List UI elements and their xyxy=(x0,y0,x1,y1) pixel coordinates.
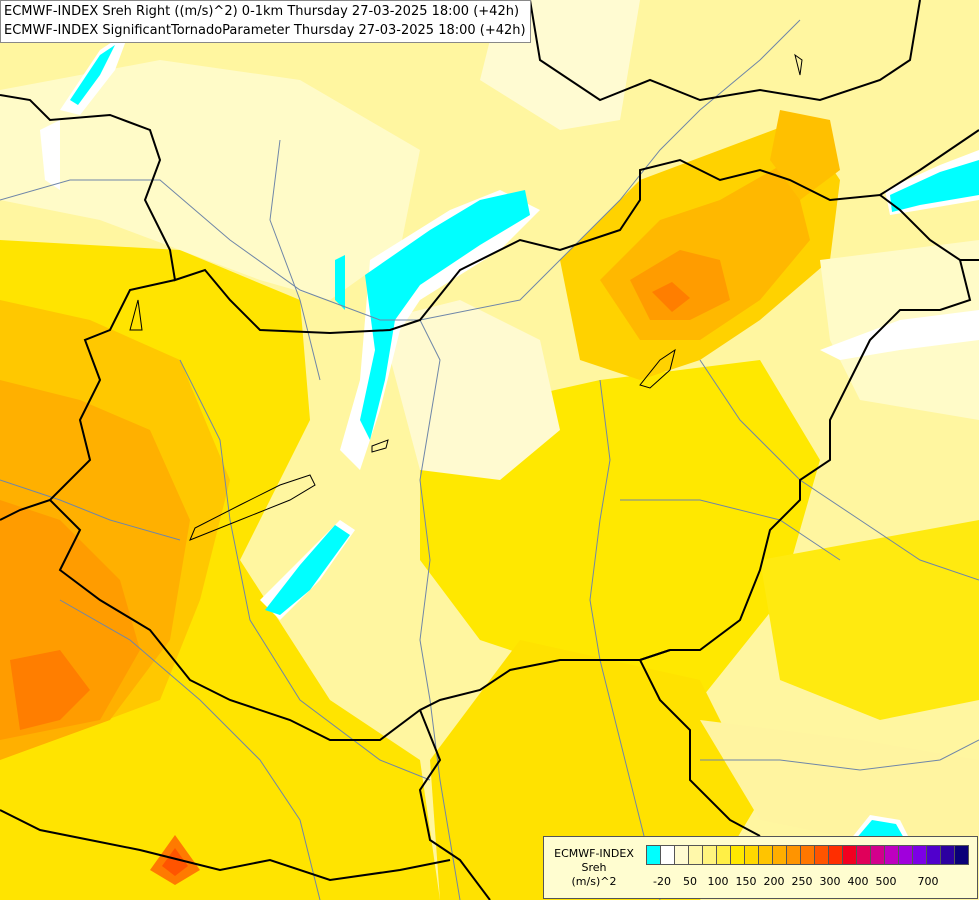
legend-tick-label: -20 xyxy=(653,875,671,888)
legend-model: ECMWF-INDEX xyxy=(554,847,634,860)
lakes xyxy=(129,53,803,541)
legend-swatch xyxy=(814,845,829,865)
legend-swatch xyxy=(674,845,689,865)
legend-tick-label: 300 xyxy=(819,875,841,888)
legend-swatch xyxy=(744,845,759,865)
color-legend: ECMWF-INDEX Sreh (m/s)^2 -20 50 100 150 200 2… xyxy=(543,836,978,899)
rivers xyxy=(0,19,979,900)
legend-swatch xyxy=(884,845,899,865)
title-line-sreh: ECMWF-INDEX Sreh Right ((m/s)^2) 0-1km T… xyxy=(4,4,520,19)
legend-swatch xyxy=(842,845,857,865)
legend-tick-label: 250 xyxy=(791,875,813,888)
legend-swatch xyxy=(716,845,731,865)
legend-swatch xyxy=(758,845,773,865)
legend-swatch xyxy=(912,845,927,865)
legend-tick-label: 200 xyxy=(763,875,785,888)
legend-variable: Sreh xyxy=(581,861,607,874)
legend-swatch xyxy=(688,845,703,865)
legend-swatch xyxy=(898,845,913,865)
legend-swatch xyxy=(828,845,843,865)
title-line-stp: ECMWF-INDEX SignificantTornadoParameter … xyxy=(4,23,526,38)
legend-tick-label: 150 xyxy=(735,875,757,888)
legend-swatch xyxy=(926,845,941,865)
legend-swatch xyxy=(870,845,885,865)
legend-unit: (m/s)^2 xyxy=(571,875,617,888)
legend-tick-label: 700 xyxy=(917,875,939,888)
legend-tick-label: 400 xyxy=(847,875,869,888)
legend-swatch xyxy=(856,845,871,865)
map-title-box: ECMWF-INDEX Sreh Right ((m/s)^2) 0-1km T… xyxy=(0,0,531,43)
legend-label: ECMWF-INDEX Sreh (m/s)^2 xyxy=(548,847,640,889)
legend-swatch xyxy=(940,845,955,865)
legend-swatch xyxy=(646,845,661,865)
legend-tick-label: 50 xyxy=(683,875,697,888)
legend-tick-label: 100 xyxy=(707,875,729,888)
legend-swatch xyxy=(786,845,801,865)
legend-swatch xyxy=(730,845,745,865)
legend-swatch xyxy=(702,845,717,865)
legend-swatch xyxy=(800,845,815,865)
legend-swatch xyxy=(954,845,969,865)
legend-swatch xyxy=(660,845,675,865)
legend-tick-label: 500 xyxy=(875,875,897,888)
negative-sreh-zones xyxy=(40,30,979,840)
legend-swatch xyxy=(772,845,787,865)
